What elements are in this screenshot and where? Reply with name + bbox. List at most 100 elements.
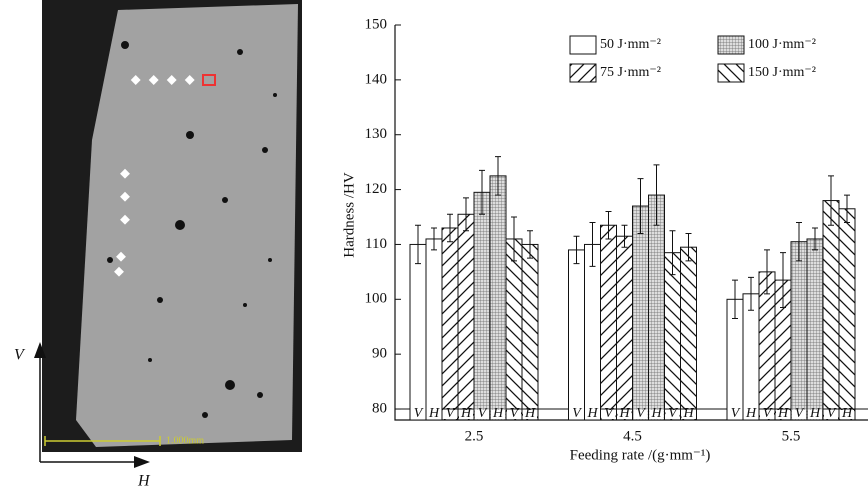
label-bg xyxy=(617,410,632,419)
legend-label: 75 J·mm⁻² xyxy=(600,65,661,80)
orientation-label: V xyxy=(572,406,582,421)
bar xyxy=(648,194,665,421)
error-bar xyxy=(812,227,818,251)
bar xyxy=(838,208,856,421)
y-tick-label: 80 xyxy=(372,400,387,416)
orientation-label: H xyxy=(492,406,504,421)
bar xyxy=(489,175,507,421)
orientation-label: V xyxy=(795,406,805,421)
label-bg xyxy=(585,410,600,419)
bar xyxy=(473,191,491,421)
label-bg xyxy=(792,410,806,419)
legend-label: 150 J·mm⁻² xyxy=(748,65,816,80)
bar xyxy=(521,243,539,421)
label-bg xyxy=(507,410,521,419)
bar xyxy=(409,243,427,421)
bar xyxy=(742,293,760,421)
v-label: V xyxy=(14,347,26,364)
y-tick-label: 150 xyxy=(365,16,388,32)
label-bg xyxy=(569,410,584,419)
legend-swatch xyxy=(717,63,745,83)
label-bg xyxy=(443,410,457,419)
orientation-label: H xyxy=(618,406,630,421)
axes xyxy=(394,25,868,421)
error-bar xyxy=(463,197,469,232)
bar xyxy=(680,246,697,421)
error-bar xyxy=(447,213,453,243)
orientation-label: V xyxy=(446,406,456,421)
error-bar xyxy=(605,211,612,240)
bar xyxy=(632,205,649,421)
orientation-label: V xyxy=(478,406,488,421)
error-bar xyxy=(431,227,437,251)
orientation-label: H xyxy=(524,406,536,421)
legend-label: 100 J·mm⁻² xyxy=(748,37,816,52)
arrow-head xyxy=(34,342,46,358)
label-bg xyxy=(649,410,664,419)
bar xyxy=(505,238,523,421)
label-bg xyxy=(744,410,758,419)
error-bar xyxy=(685,232,692,262)
orientation-label: H xyxy=(777,406,789,421)
bar xyxy=(441,227,459,421)
orientation-label: V xyxy=(827,406,837,421)
y-tick-label: 110 xyxy=(365,236,387,252)
error-bar xyxy=(653,164,660,226)
x-axis-label: Feeding rate /(g·mm⁻¹) xyxy=(570,447,711,463)
label-bg xyxy=(840,410,854,419)
bar xyxy=(600,224,617,421)
label-bg xyxy=(633,410,648,419)
orientation-label: V xyxy=(636,406,646,421)
bar xyxy=(457,213,475,421)
label-bg xyxy=(776,410,790,419)
orientation-label: V xyxy=(668,406,678,421)
orientation-label: V xyxy=(763,406,773,421)
y-tick-label: 100 xyxy=(365,291,388,307)
label-bg xyxy=(491,410,505,419)
error-bar xyxy=(527,230,533,259)
orientation-label: H xyxy=(460,406,472,421)
bar xyxy=(790,241,808,421)
error-bar xyxy=(479,169,485,215)
error-bar xyxy=(495,156,501,196)
orientation-label: H xyxy=(586,406,598,421)
label-bg xyxy=(681,410,696,419)
label-bg xyxy=(808,410,822,419)
bar xyxy=(568,249,585,421)
error-bar xyxy=(415,224,421,265)
legend-label: 50 J·mm⁻² xyxy=(600,37,661,52)
error-bar xyxy=(589,222,596,267)
error-bar xyxy=(844,194,850,223)
error-bar xyxy=(828,175,834,226)
label-bg xyxy=(824,410,838,419)
y-tick-label: 140 xyxy=(365,71,388,87)
h-label: H xyxy=(137,473,151,490)
y-tick-label: 130 xyxy=(365,126,388,142)
legend-swatch xyxy=(717,35,745,55)
orientation-label: H xyxy=(428,406,440,421)
orientation-label: H xyxy=(650,406,662,421)
label-bg xyxy=(411,410,425,419)
label-bg xyxy=(459,410,473,419)
label-bg xyxy=(523,410,537,419)
x-tick-label: 4.5 xyxy=(623,428,642,444)
legend-swatch xyxy=(569,35,597,55)
bar xyxy=(616,235,633,421)
error-bar xyxy=(764,249,770,295)
y-tick-label: 90 xyxy=(372,346,387,362)
scale-label: 1.000mm xyxy=(166,435,204,446)
legend-swatch xyxy=(569,63,597,83)
error-bar xyxy=(780,252,786,309)
orientation-label: H xyxy=(809,406,821,421)
bar xyxy=(425,238,443,421)
x-tick-label: 2.5 xyxy=(465,428,484,444)
error-bar xyxy=(748,276,754,311)
orientation-axes xyxy=(39,352,140,463)
y-axis-label: Hardness /HV xyxy=(341,172,357,258)
label-bg xyxy=(601,410,616,419)
orientation-label: V xyxy=(510,406,520,421)
error-bar xyxy=(637,178,644,234)
error-bar xyxy=(796,222,802,262)
error-bar xyxy=(573,235,580,265)
